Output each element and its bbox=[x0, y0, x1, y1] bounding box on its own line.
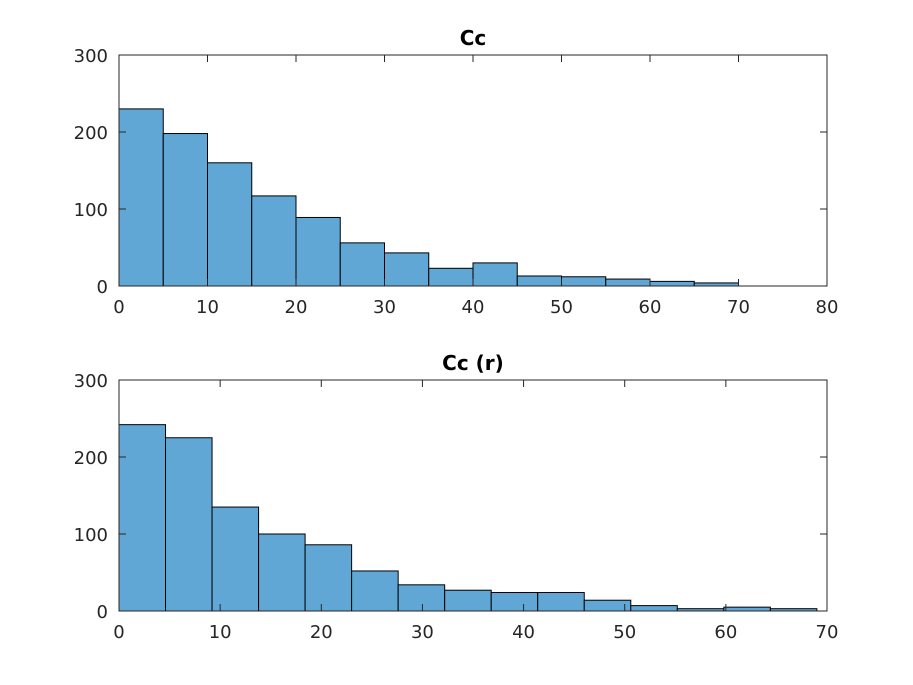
histogram-panel-cc-r: 0 10 20 30 40 50 60 70 0 100 200 300 Cc (r) bbox=[74, 351, 839, 643]
x-tick-label: 30 bbox=[411, 622, 434, 643]
x-tick-label: 70 bbox=[727, 297, 750, 318]
histogram-bar bbox=[428, 267, 474, 287]
histogram-bar bbox=[118, 108, 164, 287]
histogram-bar bbox=[384, 252, 430, 287]
x-tick-label: 20 bbox=[310, 622, 333, 643]
x-tick-label: 10 bbox=[209, 622, 232, 643]
x-tick-label: 50 bbox=[613, 622, 636, 643]
x-tick-label: 10 bbox=[196, 297, 219, 318]
x-tick-label: 20 bbox=[285, 297, 308, 318]
histogram-bar bbox=[490, 592, 539, 612]
x-tick-label: 70 bbox=[816, 622, 839, 643]
x-tick-label: 40 bbox=[512, 622, 535, 643]
axes-box bbox=[118, 379, 828, 612]
histogram-bar bbox=[258, 533, 306, 612]
histogram-bar bbox=[339, 242, 385, 287]
histogram-bar bbox=[537, 592, 585, 612]
x-tick-label: 80 bbox=[816, 297, 839, 318]
histogram-bar bbox=[295, 216, 341, 287]
y-tick-label: 200 bbox=[74, 123, 108, 144]
y-tick-label: 300 bbox=[74, 371, 108, 392]
histogram-bar bbox=[304, 544, 353, 612]
y-tick-label: 100 bbox=[74, 200, 108, 221]
histogram-bar bbox=[472, 262, 518, 287]
histogram-bar bbox=[162, 133, 208, 287]
histogram-bar bbox=[583, 599, 632, 612]
histogram-bar bbox=[211, 506, 260, 612]
y-tick-label: 0 bbox=[97, 277, 108, 298]
histogram-bar bbox=[630, 605, 678, 612]
histogram-bar bbox=[251, 195, 297, 287]
histogram-bar bbox=[605, 278, 651, 287]
x-tick-label: 0 bbox=[113, 297, 124, 318]
histogram-bar bbox=[397, 584, 446, 612]
y-tick-label: 100 bbox=[74, 525, 108, 546]
chart-title: Cc bbox=[460, 26, 487, 50]
histogram-bar bbox=[165, 437, 213, 612]
x-tick-label: 50 bbox=[550, 297, 573, 318]
histogram-bar bbox=[207, 162, 253, 287]
histogram-bar bbox=[723, 606, 771, 612]
histogram-bar bbox=[649, 280, 695, 287]
histogram-bar bbox=[118, 424, 167, 612]
x-tick-label: 60 bbox=[714, 622, 737, 643]
x-tick-label: 0 bbox=[113, 622, 124, 643]
chart-title: Cc (r) bbox=[442, 351, 504, 375]
y-tick-label: 0 bbox=[97, 602, 108, 623]
histogram-bar bbox=[444, 589, 492, 612]
y-tick-label: 200 bbox=[74, 448, 108, 469]
x-tick-label: 40 bbox=[462, 297, 485, 318]
x-tick-label: 30 bbox=[373, 297, 396, 318]
y-tick-label: 300 bbox=[74, 46, 108, 67]
histogram-panel-cc: 0 10 20 30 40 50 60 70 80 0 100 200 300 Cc bbox=[74, 26, 839, 318]
x-tick-label: 60 bbox=[639, 297, 662, 318]
histogram-bar bbox=[351, 570, 399, 612]
histogram-bar bbox=[516, 275, 562, 287]
histogram-bar bbox=[561, 276, 607, 287]
